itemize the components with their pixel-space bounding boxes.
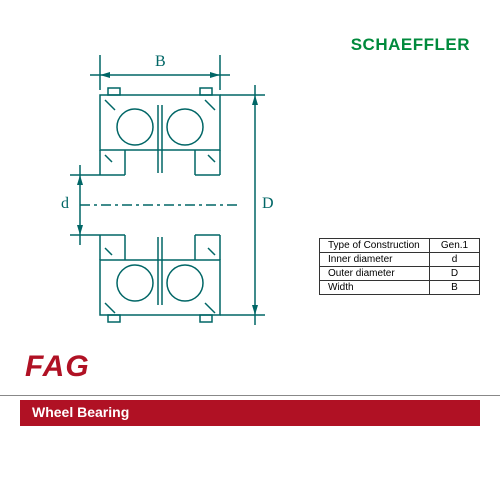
label-outer-diameter: D [262, 195, 274, 213]
table-row: Type of ConstructionGen.1 [320, 239, 480, 253]
bearing-diagram: B d D [40, 55, 310, 335]
spec-table: Type of ConstructionGen.1 Inner diameter… [319, 238, 480, 295]
table-row: WidthB [320, 281, 480, 295]
table-row: Inner diameterd [320, 253, 480, 267]
label-width: B [155, 53, 166, 71]
fag-logo: FAG [25, 350, 90, 384]
table-row: Outer diameterD [320, 267, 480, 281]
product-title-bar: Wheel Bearing [20, 400, 480, 426]
label-inner-diameter: d [61, 195, 69, 213]
divider [0, 395, 500, 396]
brand-header: SCHAEFFLER [351, 35, 470, 55]
